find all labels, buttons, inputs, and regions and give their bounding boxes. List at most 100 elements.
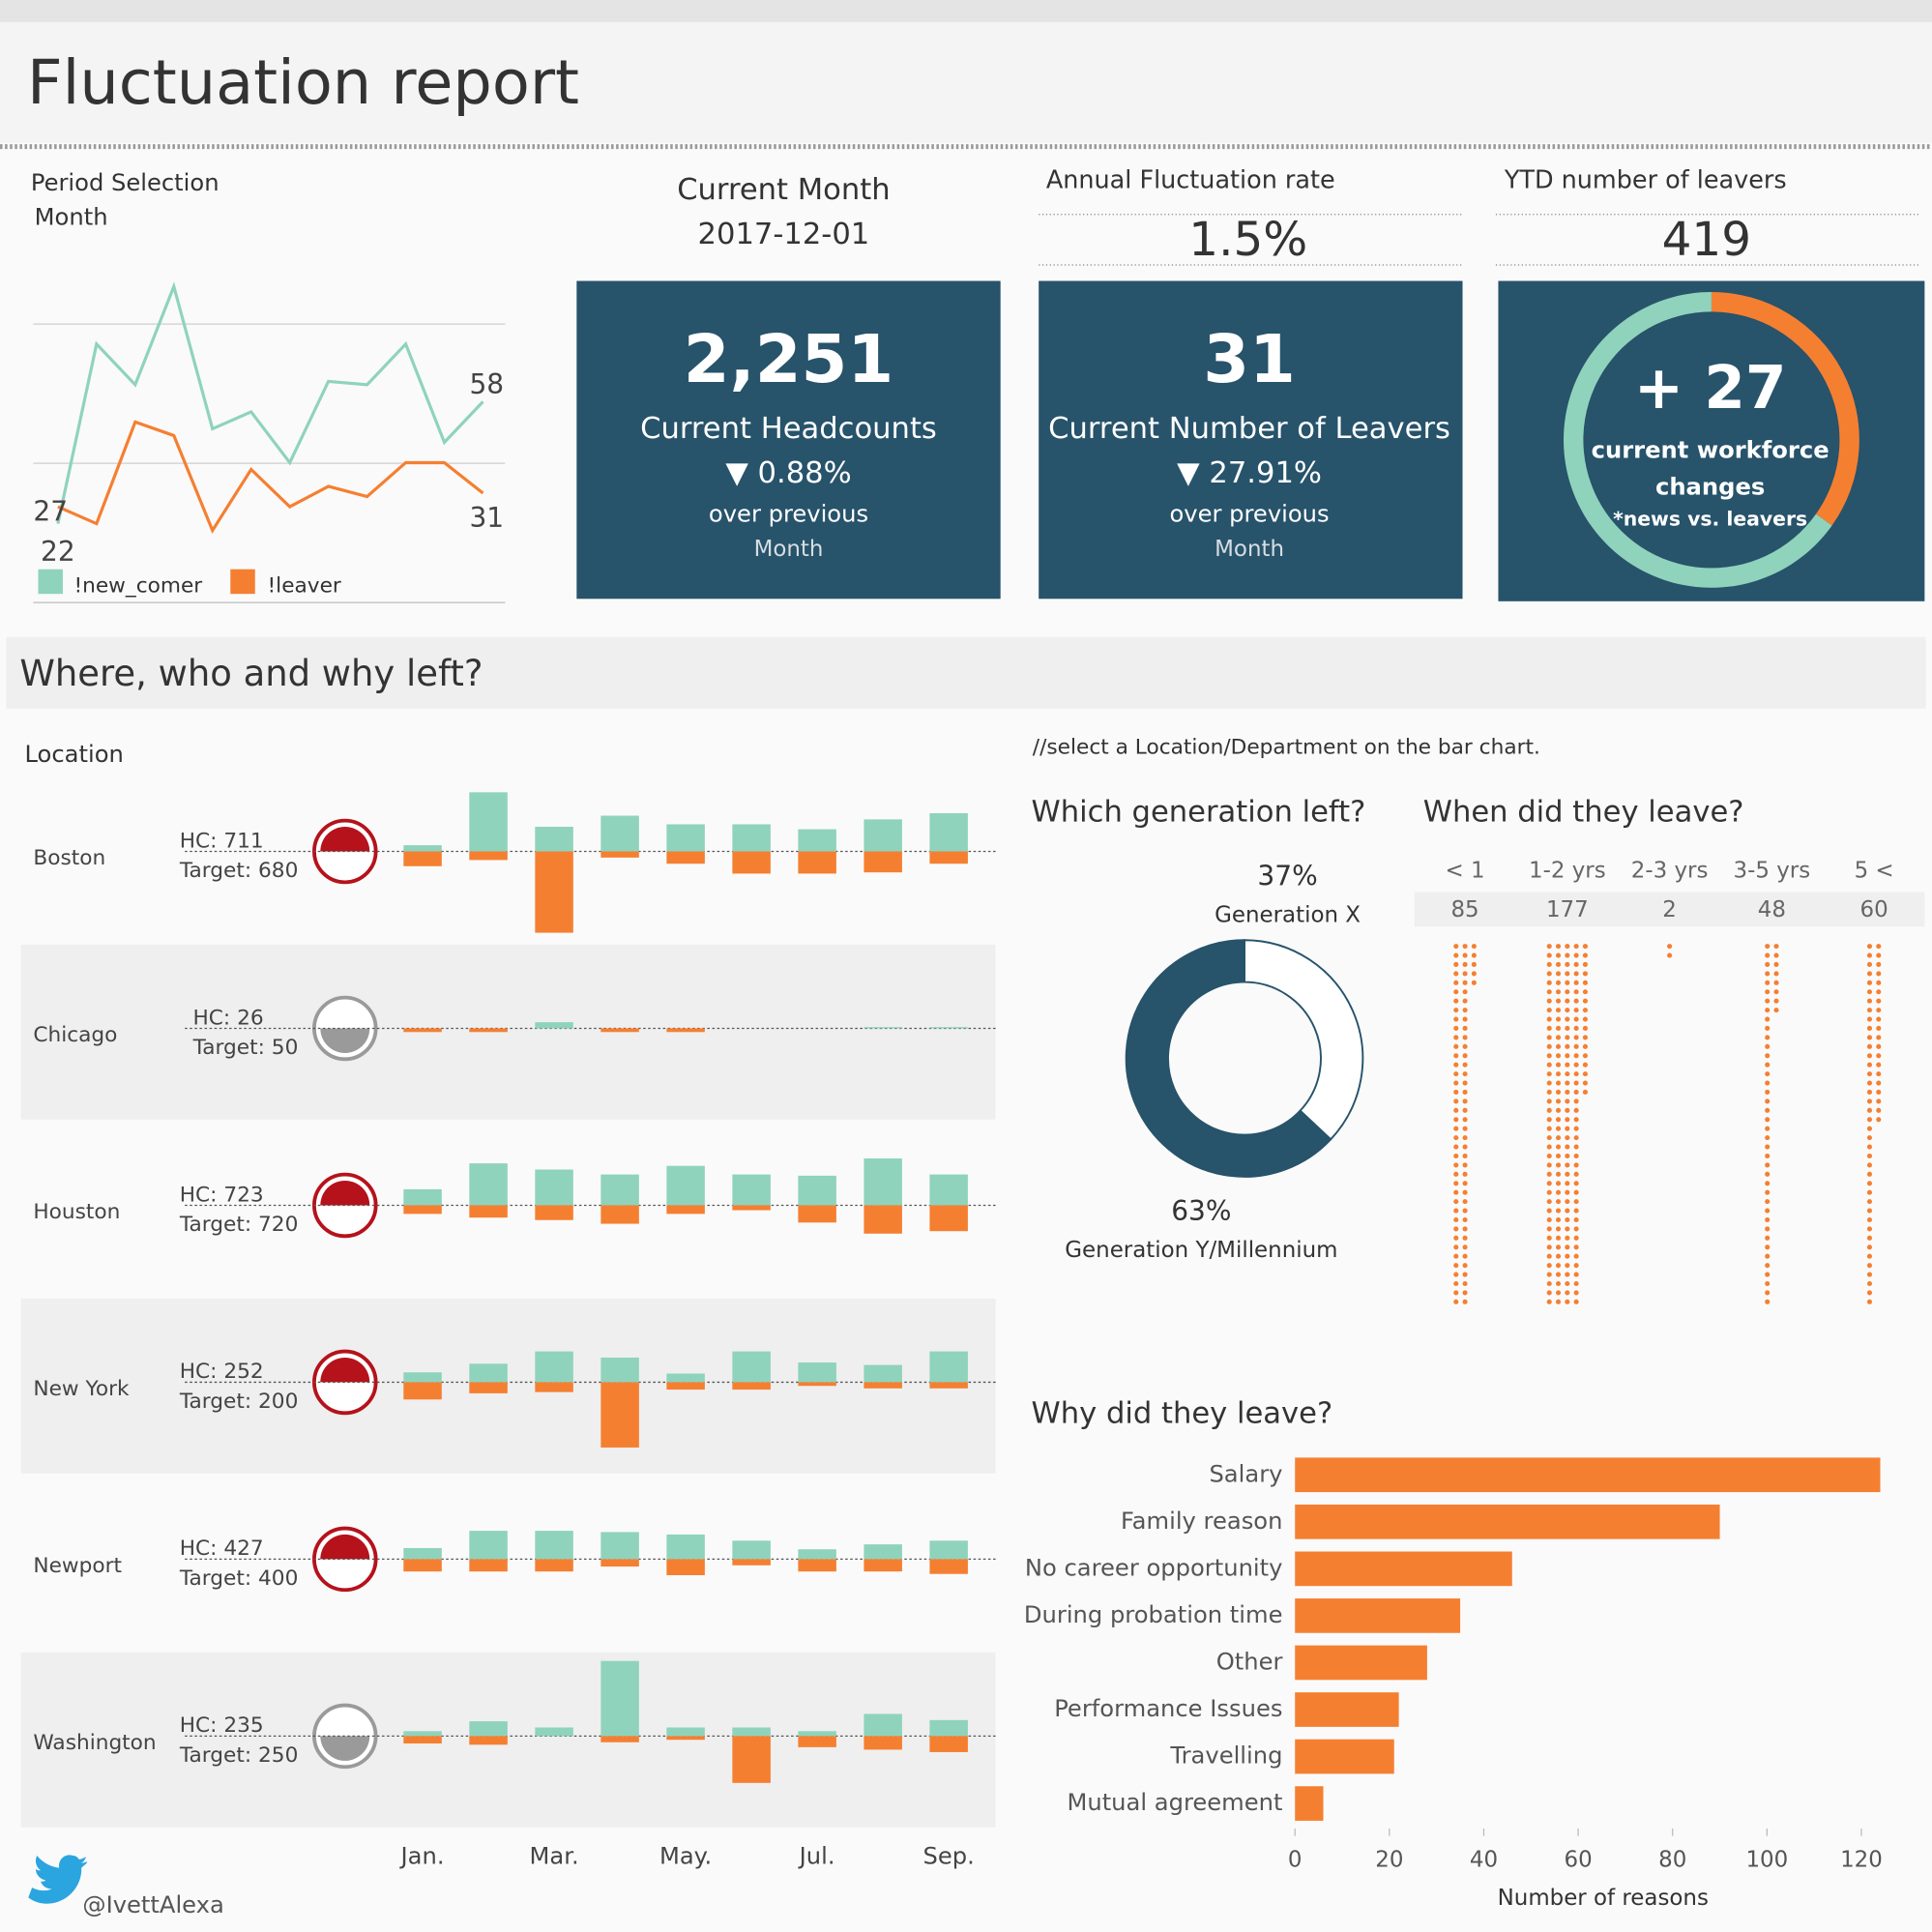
status-fill <box>320 1736 370 1761</box>
leaver-bar <box>666 1559 705 1575</box>
dot <box>1565 1272 1570 1277</box>
kpi-note: over previous <box>1169 501 1329 528</box>
legend-label: !leaver <box>268 574 341 599</box>
new_comer-bar <box>469 1363 508 1383</box>
dot <box>1546 1080 1552 1086</box>
dot <box>1565 944 1570 950</box>
dot <box>1866 1235 1873 1241</box>
bar <box>1295 1692 1399 1727</box>
dot <box>1866 1189 1873 1195</box>
dot <box>1866 1043 1873 1049</box>
status-fill <box>320 1534 370 1560</box>
dot <box>1453 998 1459 1004</box>
dot <box>1866 1181 1873 1186</box>
dot <box>1765 1025 1771 1032</box>
leaver-bar <box>600 1205 639 1224</box>
dot <box>1462 1089 1468 1096</box>
panel-title: When did they leave? <box>1423 795 1744 829</box>
dot <box>1866 1290 1873 1296</box>
dot <box>1565 1162 1570 1168</box>
leaver-bar <box>666 1028 705 1033</box>
donut-segment <box>1244 939 1364 1141</box>
leaver-bar <box>798 1736 836 1747</box>
dot <box>1462 1035 1468 1040</box>
legend-swatch <box>230 569 255 595</box>
dot <box>1573 1053 1579 1059</box>
dot <box>1765 1235 1771 1241</box>
target-label: Target: 680 <box>179 859 299 883</box>
dot <box>1453 1253 1459 1259</box>
dot <box>1555 1216 1562 1223</box>
leaver-bar <box>929 1382 968 1389</box>
dot <box>1462 952 1468 958</box>
new_comer-bar <box>666 1373 705 1383</box>
bar <box>1295 1645 1427 1681</box>
twitter-icon <box>28 1855 88 1904</box>
dot <box>1765 971 1771 977</box>
dot <box>1765 980 1771 985</box>
leaver-bar <box>403 1559 442 1572</box>
dot <box>1765 1126 1771 1131</box>
kpi-period: Month <box>1215 537 1284 562</box>
dot <box>1462 1043 1468 1049</box>
dot <box>1555 1098 1562 1104</box>
dot <box>1765 1216 1771 1223</box>
dot <box>1462 944 1468 950</box>
dot <box>1866 952 1873 958</box>
new_comer-bar <box>864 819 902 852</box>
dot <box>1565 989 1570 995</box>
dot <box>1546 944 1552 950</box>
dot <box>1453 1162 1459 1168</box>
dot <box>1453 1089 1459 1096</box>
dot <box>1565 1089 1570 1096</box>
row-label: New York <box>33 1377 130 1401</box>
dot <box>1462 1080 1468 1086</box>
y-tick-label: No career opportunity <box>1025 1554 1283 1581</box>
dot <box>1555 1035 1562 1040</box>
dot <box>1573 1117 1579 1123</box>
section-band <box>6 636 1926 709</box>
data-label: 31 <box>469 502 504 534</box>
dot <box>1462 1272 1468 1277</box>
dot <box>1453 971 1459 977</box>
dot <box>1866 1016 1873 1022</box>
kpi-number: 2,251 <box>684 321 894 398</box>
dot <box>1453 1043 1459 1049</box>
dot <box>1453 1098 1459 1104</box>
dot <box>1462 1107 1468 1113</box>
leaver-bar <box>666 1736 705 1741</box>
panel-label: Location <box>24 741 123 768</box>
dot <box>1565 1299 1570 1304</box>
hc-label: HC: 235 <box>180 1713 264 1738</box>
leaver-bar <box>600 1028 639 1033</box>
new_comer-bar <box>403 1547 442 1560</box>
dot <box>1573 1189 1579 1195</box>
dot <box>1453 1016 1459 1022</box>
dot <box>1866 1162 1873 1168</box>
dot <box>1453 1107 1459 1113</box>
dot <box>1555 1089 1562 1096</box>
dot <box>1582 944 1588 950</box>
kpi-caption: Current Number of Leavers <box>1048 412 1450 446</box>
dot <box>1765 1290 1771 1296</box>
status-fill <box>320 827 370 852</box>
dot <box>1453 1299 1459 1304</box>
dot <box>1546 1053 1552 1059</box>
dot <box>1765 1299 1771 1304</box>
leaver-bar <box>864 1736 902 1750</box>
kpi-value: 2017-12-01 <box>698 218 870 251</box>
dot <box>1582 1089 1588 1096</box>
dot <box>1462 1144 1468 1150</box>
dot <box>1573 1098 1579 1104</box>
leaver-bar <box>666 1382 705 1390</box>
dot <box>1765 1107 1771 1113</box>
dot <box>1866 1153 1873 1159</box>
dot <box>1866 1062 1873 1068</box>
dot <box>1555 1272 1562 1277</box>
dot <box>1765 1280 1771 1287</box>
leaver-bar <box>798 851 836 874</box>
kpi-period: Month <box>754 537 824 562</box>
dot <box>1565 1208 1570 1214</box>
dot <box>1453 952 1459 958</box>
